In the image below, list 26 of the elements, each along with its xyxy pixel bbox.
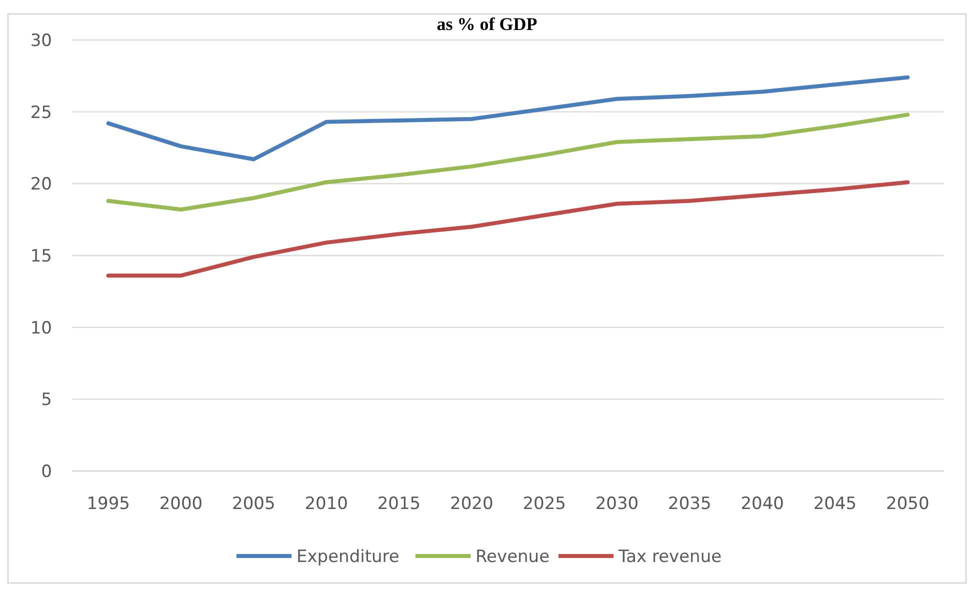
- y-tick-label: 10: [30, 318, 52, 338]
- x-tick-label: 2010: [304, 494, 348, 514]
- x-tick-label: 2045: [813, 494, 857, 514]
- legend-label: Revenue: [476, 546, 550, 567]
- x-tick-label: 2000: [159, 494, 203, 514]
- line-series: [106, 75, 910, 162]
- y-tick-label: 25: [30, 102, 52, 123]
- legend-label: Tax revenue: [618, 546, 722, 567]
- y-tick-label: 30: [30, 30, 52, 51]
- y-tick-label: 15: [30, 246, 52, 266]
- x-tick-label: 2005: [232, 494, 276, 514]
- x-tick-label: 2025: [522, 494, 566, 514]
- x-tick-label: 2040: [740, 494, 784, 514]
- line-series: [106, 112, 910, 212]
- y-tick-label: 0: [41, 462, 52, 482]
- x-tick-label: 2020: [450, 494, 494, 514]
- y-tick-label: 5: [41, 390, 52, 410]
- x-tick-label: 2050: [886, 494, 930, 514]
- x-tick-label: 2030: [595, 494, 639, 514]
- x-tick-label: 2035: [668, 494, 712, 514]
- chart-title: as % of GDP: [436, 14, 538, 34]
- x-tick-label: 2015: [377, 494, 421, 514]
- x-tick-label: 1995: [86, 494, 130, 514]
- line-series: [106, 180, 910, 278]
- legend-label: Expenditure: [296, 546, 400, 567]
- y-tick-label: 20: [30, 174, 52, 195]
